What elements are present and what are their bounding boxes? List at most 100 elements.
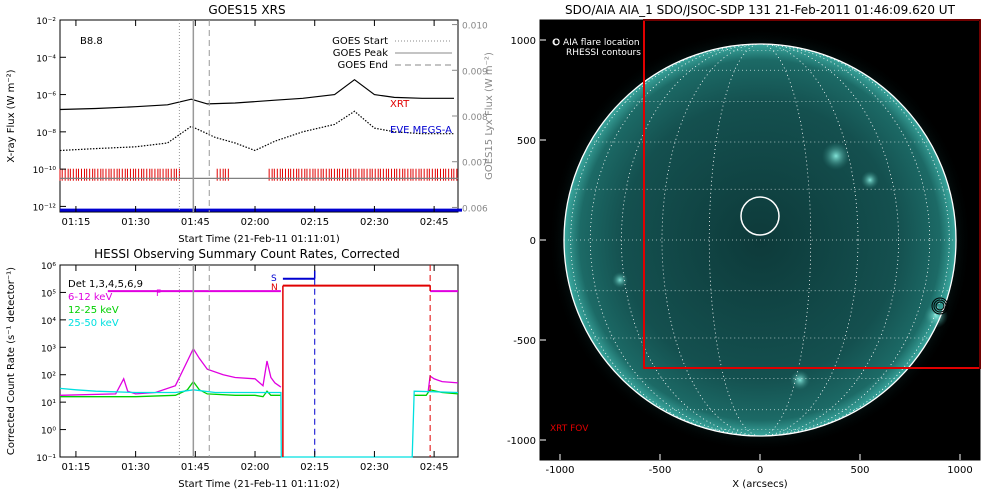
hessi-series-25-50-kev — [59, 387, 459, 458]
goes-frame — [59, 19, 459, 213]
hessi-legend-6-12: 6-12 keV — [68, 292, 112, 303]
goes-y2label: GOES15 Lyx Flux (W m⁻²) — [484, 52, 495, 180]
aia-y-tick-label: 500 — [517, 136, 536, 147]
aia-y-tick-label: 1000 — [511, 36, 536, 47]
hessi-y-tick-label: 10² — [41, 372, 56, 382]
hessi-frame — [59, 264, 459, 458]
aia-x-tick-label: 0 — [757, 465, 763, 476]
goes-class-label: B8.8 — [80, 36, 103, 47]
goes-ylabel: X-ray Flux (W m⁻²) — [6, 69, 17, 162]
goes-y-tick-label: 10⁻² — [36, 17, 56, 27]
hessi-series-6-12-kev-b — [427, 374, 459, 392]
aia-title: SDO/AIA AIA_1 SDO/JSOC-SDP 131 21-Feb-20… — [565, 3, 956, 17]
hessi-y-tick-label: 10⁰ — [41, 427, 56, 437]
aia-x-tick-label: -500 — [649, 465, 672, 476]
hessi-vlines — [178, 265, 431, 457]
hessi-y-tick-label: 10⁴ — [41, 317, 56, 327]
hessi-flag-n: N — [271, 283, 278, 293]
hessi-x-tick-label: 02:30 — [360, 462, 389, 473]
active-region — [790, 370, 810, 390]
aia-x-tick-label: -1000 — [545, 465, 574, 476]
goes-x-axis: 01:15 01:30 01:45 02:00 02:15 02:30 02:45 — [62, 20, 449, 228]
goes-y2-tick-label: 0.007 — [462, 159, 488, 169]
aia-legend-rhessi: RHESSI contours — [566, 48, 641, 58]
goes-y-tick-label: 10⁻¹⁰ — [33, 166, 57, 176]
hessi-x-tick-label: 01:45 — [181, 462, 210, 473]
aia-image — [548, 19, 981, 452]
longitude-line — [589, 43, 931, 437]
aia-x-tick-label: 1000 — [947, 465, 972, 476]
goes-series-short — [59, 110, 454, 152]
goes-x-tick-label: 01:15 — [62, 217, 91, 228]
goes-xlabel: Start Time (21-Feb-11 01:11:01) — [178, 234, 340, 245]
aia-y-tick-label: 0 — [530, 236, 536, 247]
hessi-y-axis: 10⁶ 10⁵ 10⁴ 10³ 10² 10¹ 10⁰ 10⁻¹ — [36, 262, 66, 464]
aia-panel: SDO/AIA AIA_1 SDO/JSOC-SDP 131 21-Feb-20… — [507, 3, 981, 490]
aia-xlabel: X (arcsecs) — [732, 479, 788, 490]
hessi-y-tick-label: 10³ — [41, 344, 56, 354]
goes-y-tick-label: 10⁻⁴ — [36, 54, 56, 64]
hessi-legend-25-50: 25-50 keV — [68, 318, 119, 329]
hessi-series-12-25-kev — [60, 380, 281, 398]
goes-x-tick-label: 02:45 — [420, 217, 449, 228]
flare-location-circle — [740, 196, 780, 236]
hessi-x-axis: 01:15 01:30 01:45 02:00 02:15 02:30 02:45 — [62, 265, 449, 473]
goes-y-tick-label: 10⁻¹² — [33, 203, 57, 213]
hessi-xlabel: Start Time (21-Feb-11 01:11:02) — [178, 479, 340, 490]
active-region — [612, 272, 628, 288]
legend-circle-icon — [552, 38, 560, 46]
goes-panel: GOES15 XRS 01:15 01:30 01:45 02:00 02:15 02:3… — [6, 3, 495, 245]
aia-y-axis: 1000 500 0 -500 -1000 — [507, 36, 546, 447]
hessi-y-tick-label: 10⁶ — [41, 262, 56, 272]
aia-x-tick-label: 500 — [850, 465, 869, 476]
hessi-legend-det: Det 1,3,4,5,6,9 — [68, 279, 143, 290]
goes-x-tick-label: 01:30 — [121, 217, 150, 228]
active-region — [861, 171, 879, 189]
hessi-x-tick-label: 01:15 — [62, 462, 91, 473]
rhessi-contour — [935, 301, 945, 311]
goes-y2-tick-label: 0.010 — [462, 22, 488, 32]
aia-xrt-fov-label: XRT FOV — [550, 424, 589, 434]
goes-xrt-label: XRT — [390, 99, 410, 110]
longitude-line — [661, 43, 859, 437]
goes-x-tick-label: 02:00 — [241, 217, 270, 228]
rhessi-contour — [931, 297, 949, 315]
goes-y2-tick-label: 0.006 — [462, 204, 488, 214]
goes-y-axis: 10⁻² 10⁻⁴ 10⁻⁶ 10⁻⁸ 10⁻¹⁰ 10⁻¹² — [33, 17, 66, 213]
goes-legend: GOES Start GOES Peak GOES End — [332, 36, 452, 71]
goes-x-tick-label: 02:15 — [300, 217, 329, 228]
goes-legend-end: GOES End — [338, 60, 388, 71]
aia-y-tick-label: -1000 — [507, 436, 536, 447]
hessi-legend-12-25: 12-25 keV — [68, 305, 119, 316]
aia-legend-flare: O AIA flare location — [553, 38, 640, 48]
hessi-panel: HESSI Observing Summary Count Rates, Cor… — [6, 247, 459, 490]
hessi-series — [59, 270, 459, 458]
hessi-flag-f: F — [156, 289, 161, 299]
hessi-y-tick-label: 10⁵ — [41, 289, 56, 299]
hessi-legend: Det 1,3,4,5,6,9 6-12 keV 12-25 keV 25-50… — [68, 279, 143, 329]
hessi-x-tick-label: 01:30 — [121, 462, 150, 473]
aia-x-axis: -1000 -500 0 500 1000 — [545, 454, 973, 476]
goes-vlines — [178, 20, 210, 212]
goes-x-tick-label: 02:30 — [360, 217, 389, 228]
hessi-ylabel: Corrected Count Rate (s⁻¹ detector⁻¹) — [6, 267, 17, 455]
hessi-title: HESSI Observing Summary Count Rates, Cor… — [94, 247, 400, 261]
hessi-x-tick-label: 02:00 — [241, 462, 270, 473]
goes-y2-axis: 0.010 0.009 0.008 0.007 0.006 — [452, 22, 488, 214]
goes-eve-label: EVE MEGS-A — [390, 125, 452, 136]
hessi-y-tick-label: 10¹ — [41, 399, 56, 409]
goes-series-long — [59, 78, 454, 111]
hessi-y-tick-label: 10⁻¹ — [36, 454, 56, 464]
goes-y-tick-label: 10⁻⁶ — [36, 92, 56, 102]
active-region — [822, 142, 850, 170]
goes-y2-tick-label: 0.009 — [462, 67, 488, 77]
goes-legend-peak: GOES Peak — [333, 48, 388, 59]
rhessi-contour — [933, 299, 947, 313]
goes-y-tick-label: 10⁻⁸ — [36, 129, 56, 139]
hessi-x-tick-label: 02:15 — [300, 462, 329, 473]
goes-x-tick-label: 01:45 — [181, 217, 210, 228]
solar-limb — [563, 43, 957, 437]
hessi-x-tick-label: 02:45 — [420, 462, 449, 473]
hessi-series-6-12-kev — [59, 347, 282, 396]
